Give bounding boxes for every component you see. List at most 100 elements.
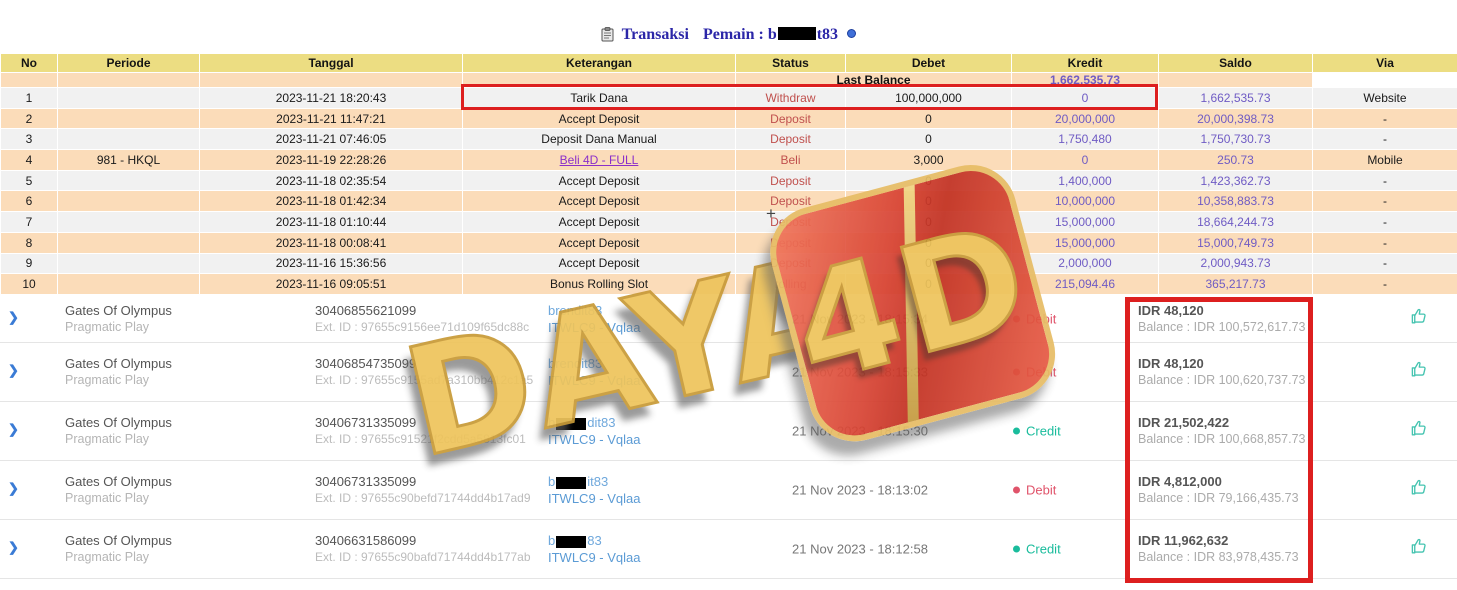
cell-keterangan: Accept Deposit	[462, 190, 736, 213]
cell-saldo: 250.73	[1158, 149, 1313, 171]
cell-keterangan: Tarik Dana	[462, 87, 736, 109]
cell-no: 1	[0, 87, 58, 109]
transaction-amount: IDR 48,120	[1138, 356, 1204, 371]
type-dot-icon	[1013, 545, 1020, 553]
cell-periode	[57, 128, 200, 151]
type-dot-icon	[1013, 315, 1020, 322]
transaction-amount: IDR 21,502,422	[1138, 415, 1230, 430]
cell-keterangan: Accept Deposit	[462, 252, 736, 275]
cell-keterangan: Deposit Dana Manual	[462, 128, 736, 151]
transaction-id: 30406854735099	[315, 356, 417, 371]
cell-no: 6	[0, 190, 58, 213]
cell-via: Website	[1312, 87, 1457, 109]
cell-tanggal: 2023-11-18 01:42:34	[199, 190, 463, 213]
game-transactions-list: ❯ Gates Of Olympus Pragmatic Play 304068556…	[0, 295, 1457, 579]
transaction-row-7: 7 2023-11-18 01:10:44 Accept Deposit Deposi…	[0, 211, 1457, 233]
expand-chevron-icon[interactable]: ❯	[8, 480, 19, 496]
transaction-row-2: 2 2023-11-21 11:47:21 Accept Deposit Deposi…	[0, 107, 1457, 130]
room-code: ITWLC9 - Vqlaa	[548, 373, 641, 388]
cell-via: -	[1312, 128, 1457, 151]
username-redaction-box	[556, 535, 587, 548]
cell-saldo: 10,358,883.73	[1158, 190, 1313, 213]
cell-debet: 0	[845, 252, 1012, 275]
transaction-amount: IDR 48,120	[1138, 302, 1204, 318]
cell-saldo: 1,662,535.73	[1158, 87, 1313, 109]
thumbs-up-icon[interactable]	[1410, 537, 1429, 561]
game-datetime: 21 Nov 2023 - 18:12:58	[792, 541, 928, 557]
beli-4d-link[interactable]: Beli 4D - FULL	[559, 152, 639, 167]
cell-kredit: 0	[1011, 149, 1159, 171]
column-header-via: Via	[1312, 53, 1457, 73]
cell-via: -	[1312, 107, 1457, 130]
transaction-type: Credit	[1013, 541, 1061, 558]
transaction-id: 30406731335099	[315, 474, 417, 489]
cell-tanggal: 2023-11-19 22:28:26	[199, 149, 463, 171]
game-datetime: 21 Nov 2023 - 18:15:33	[792, 364, 928, 380]
expand-chevron-icon[interactable]: ❯	[8, 362, 19, 378]
thumbs-up-icon[interactable]	[1410, 307, 1429, 331]
cell-periode	[57, 252, 200, 275]
cell-status: Deposit	[735, 190, 846, 213]
cell-no: 8	[0, 231, 58, 254]
cell-status: Deposit	[735, 231, 846, 254]
cell-debet: 100,000,000	[845, 87, 1012, 109]
player-username: b 83	[548, 533, 602, 548]
type-dot-icon	[1013, 368, 1020, 376]
cell-via: -	[1312, 273, 1457, 295]
cell-tanggal: 2023-11-21 07:46:05	[199, 128, 463, 151]
cell-debet: 0	[845, 231, 1012, 254]
info-icon[interactable]	[847, 29, 857, 38]
cell-status: Deposit	[735, 107, 846, 130]
expand-chevron-icon[interactable]: ❯	[8, 421, 19, 437]
game-transaction-row: ❯ Gates Of Olympus Pragmatic Play 304068547…	[0, 343, 1457, 402]
expand-chevron-icon[interactable]: ❯	[8, 539, 19, 555]
last-balance-value: 1,662,535.73	[1011, 72, 1159, 88]
cell-keterangan: Accept Deposit	[462, 211, 736, 233]
cell-keterangan: Bonus Rolling Slot	[462, 273, 736, 295]
ext-id: Ext. ID : 97655c91521f2cdd5a5813fc01	[315, 432, 526, 446]
cell-status: Deposit	[735, 128, 846, 151]
transaction-row-1: 1 2023-11-21 18:20:43 Tarik Dana Withdraw 10…	[0, 87, 1457, 109]
game-transaction-row: ❯ Gates Of Olympus Pragmatic Play 304068556…	[0, 295, 1457, 343]
clipboard-icon	[601, 27, 614, 47]
cell-debet: 0	[845, 273, 1012, 295]
last-balance-row: Last Balance 1,662,535.73	[0, 72, 1457, 88]
cell-tanggal: 2023-11-21 18:20:43	[199, 87, 463, 109]
cell-saldo: 1,750,730.73	[1158, 128, 1313, 151]
cell-periode	[57, 87, 200, 109]
cell-kredit: 10,000,000	[1011, 190, 1159, 213]
type-dot-icon	[1013, 486, 1020, 494]
cell-periode	[57, 107, 200, 130]
thumbs-up-icon[interactable]	[1410, 419, 1429, 443]
cell-via: -	[1312, 231, 1457, 254]
type-dot-icon	[1013, 427, 1020, 435]
username-redaction-box	[556, 476, 587, 489]
cell-saldo: 18,664,244.73	[1158, 211, 1313, 233]
player-username-prefix: b	[767, 26, 777, 43]
game-datetime: 21 Nov 2023 - 18:15:34	[792, 311, 928, 326]
cell-kredit: 15,000,000	[1011, 211, 1159, 233]
cell-status: Beli	[735, 149, 846, 171]
cell-kredit: 1,750,480	[1011, 128, 1159, 151]
cell-status: Withdraw	[735, 87, 846, 109]
expand-chevron-icon[interactable]: ❯	[8, 309, 19, 325]
game-name: Gates Of Olympus	[65, 474, 172, 489]
username-redaction-box	[777, 27, 816, 41]
cell-periode	[57, 211, 200, 233]
player-username: brendit83	[548, 356, 603, 371]
transaction-type: Debit	[1013, 364, 1056, 381]
title-pemain-label: Pemain :	[702, 26, 764, 43]
transaction-row-9: 9 2023-11-16 15:36:56 Accept Deposit Deposi…	[0, 252, 1457, 275]
transaction-amount: IDR 4,812,000	[1138, 474, 1222, 489]
cell-tanggal: 2023-11-16 15:36:56	[199, 252, 463, 275]
ext-id: Ext. ID : 97655c90befd71744dd4b17ad9	[315, 491, 531, 505]
thumbs-up-icon[interactable]	[1410, 360, 1429, 384]
thumbs-up-icon[interactable]	[1410, 478, 1429, 502]
cell-keterangan: Beli 4D - FULL	[462, 149, 736, 171]
transaction-balance: Balance : IDR 100,668,857.73	[1138, 432, 1306, 446]
cell-via: -	[1312, 252, 1457, 275]
cell-debet: 0	[845, 169, 1012, 192]
cell-no: 10	[0, 273, 58, 295]
cell-via: -	[1312, 211, 1457, 233]
